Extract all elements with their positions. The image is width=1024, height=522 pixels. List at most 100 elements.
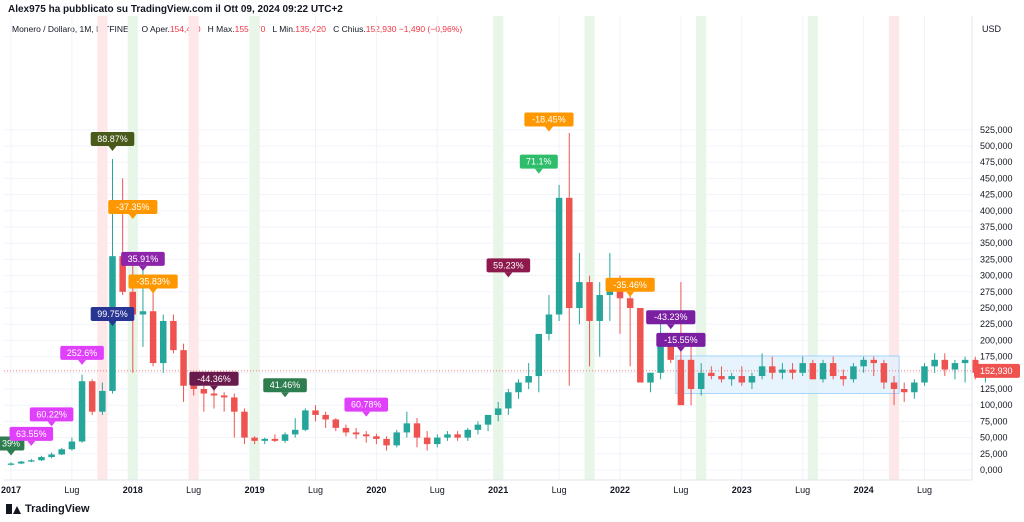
candle xyxy=(99,382,106,415)
annotation-label: -37.35% xyxy=(116,202,150,212)
candle xyxy=(231,393,238,438)
candle xyxy=(291,418,299,438)
annotation-pointer xyxy=(27,440,36,446)
percent-annotation: 60.78% xyxy=(344,397,389,417)
candle-body xyxy=(220,395,228,398)
candle xyxy=(941,353,949,377)
candle xyxy=(88,379,96,415)
annotation-label: -35.83% xyxy=(136,277,170,287)
low-key: L xyxy=(272,24,277,34)
candle xyxy=(799,356,806,377)
currency-label: USD xyxy=(982,24,1002,34)
percent-annotation: 63.55% xyxy=(9,426,54,446)
candle xyxy=(210,389,218,409)
candle xyxy=(413,418,421,448)
percent-annotation: -37.35% xyxy=(108,200,158,220)
candle xyxy=(596,282,603,357)
candle xyxy=(637,308,644,383)
candle-body xyxy=(758,366,766,377)
candle xyxy=(160,314,167,373)
candle-body xyxy=(961,359,969,364)
y-tick-label: 50,000 xyxy=(980,433,1008,443)
change-value: −1,490 (−0,96%) xyxy=(398,24,463,34)
candle xyxy=(911,379,918,399)
percent-annotation: 88.87% xyxy=(90,132,135,151)
y-tick-label: 0,000 xyxy=(980,465,1003,475)
candle-body xyxy=(281,434,289,441)
candle-body xyxy=(78,381,86,442)
symbol-name: Monero / Dollaro, 1M, BITFINEX xyxy=(12,24,135,34)
candle-body xyxy=(880,363,888,383)
candle xyxy=(586,275,593,367)
candle xyxy=(68,437,76,451)
y-tick-label: 125,000 xyxy=(980,384,1013,394)
x-tick-label: Lug xyxy=(64,485,79,495)
x-tick-label: 2022 xyxy=(610,485,630,495)
percent-annotation: 99.75% xyxy=(90,306,135,326)
candle-body xyxy=(210,393,218,396)
candle xyxy=(789,363,796,380)
candle-body xyxy=(748,376,756,383)
annotation-pointer xyxy=(138,265,147,271)
candle xyxy=(708,366,715,380)
candle-body xyxy=(505,392,512,409)
candle-body xyxy=(657,343,664,373)
red-band xyxy=(888,16,900,480)
percent-annotation: 71.1% xyxy=(519,154,558,174)
y-tick-label: 175,000 xyxy=(980,352,1013,362)
candle-body xyxy=(68,441,76,450)
candle xyxy=(758,353,766,380)
candle xyxy=(17,460,25,465)
open-value: 154,420 xyxy=(169,24,201,34)
open-key-text: Aper. xyxy=(149,24,170,34)
candle xyxy=(271,434,279,443)
y-tick-label: 75,000 xyxy=(980,416,1008,426)
annotation-label: 88.87% xyxy=(97,134,128,144)
annotation-pointer xyxy=(362,411,371,417)
candle-body xyxy=(769,366,776,373)
percent-annotation: -18.45% xyxy=(524,112,574,132)
candle-body xyxy=(464,429,471,438)
annotation-pointer xyxy=(544,126,553,132)
candle-body xyxy=(718,376,725,380)
annotation-box xyxy=(486,258,531,273)
candle-body xyxy=(190,385,197,389)
annotation-pointer xyxy=(281,392,290,398)
annotation-label: -18.45% xyxy=(532,115,566,125)
footer-brand[interactable]: TradingView xyxy=(6,503,90,515)
candle-body xyxy=(474,424,482,430)
candle xyxy=(890,376,898,406)
candle xyxy=(850,363,857,383)
publisher-line: Alex975 ha pubblicato su TradingView.com… xyxy=(8,4,343,15)
annotation-label: 35.91% xyxy=(128,254,159,264)
candle-body xyxy=(444,434,451,438)
annotation-box xyxy=(656,332,706,347)
candle-body xyxy=(393,432,400,446)
candle-body xyxy=(515,382,522,393)
candle xyxy=(505,389,512,415)
candle xyxy=(363,431,370,443)
y-tick-label: 475,000 xyxy=(980,157,1013,167)
candle-body xyxy=(7,463,15,465)
candle xyxy=(170,314,177,354)
x-tick-label: 2019 xyxy=(245,485,265,495)
candle xyxy=(281,432,289,443)
annotation-label: -43.23% xyxy=(654,312,688,322)
candle-body xyxy=(819,363,827,380)
candle xyxy=(48,452,55,459)
candle xyxy=(58,447,65,456)
percent-annotation: -15.55% xyxy=(656,332,706,352)
annotation-pointer xyxy=(128,214,137,220)
annotation-box xyxy=(524,112,574,127)
candle xyxy=(423,431,431,451)
percent-annotation: -35.83% xyxy=(128,274,178,294)
annotation-box xyxy=(121,251,165,266)
candle xyxy=(870,356,877,377)
candle-body xyxy=(890,382,898,389)
candle xyxy=(28,458,35,463)
y-tick-label: 350,000 xyxy=(980,238,1013,248)
percent-annotation: 41.46% xyxy=(263,378,307,398)
y-tick-label: 300,000 xyxy=(980,271,1013,281)
green-band xyxy=(249,16,260,480)
